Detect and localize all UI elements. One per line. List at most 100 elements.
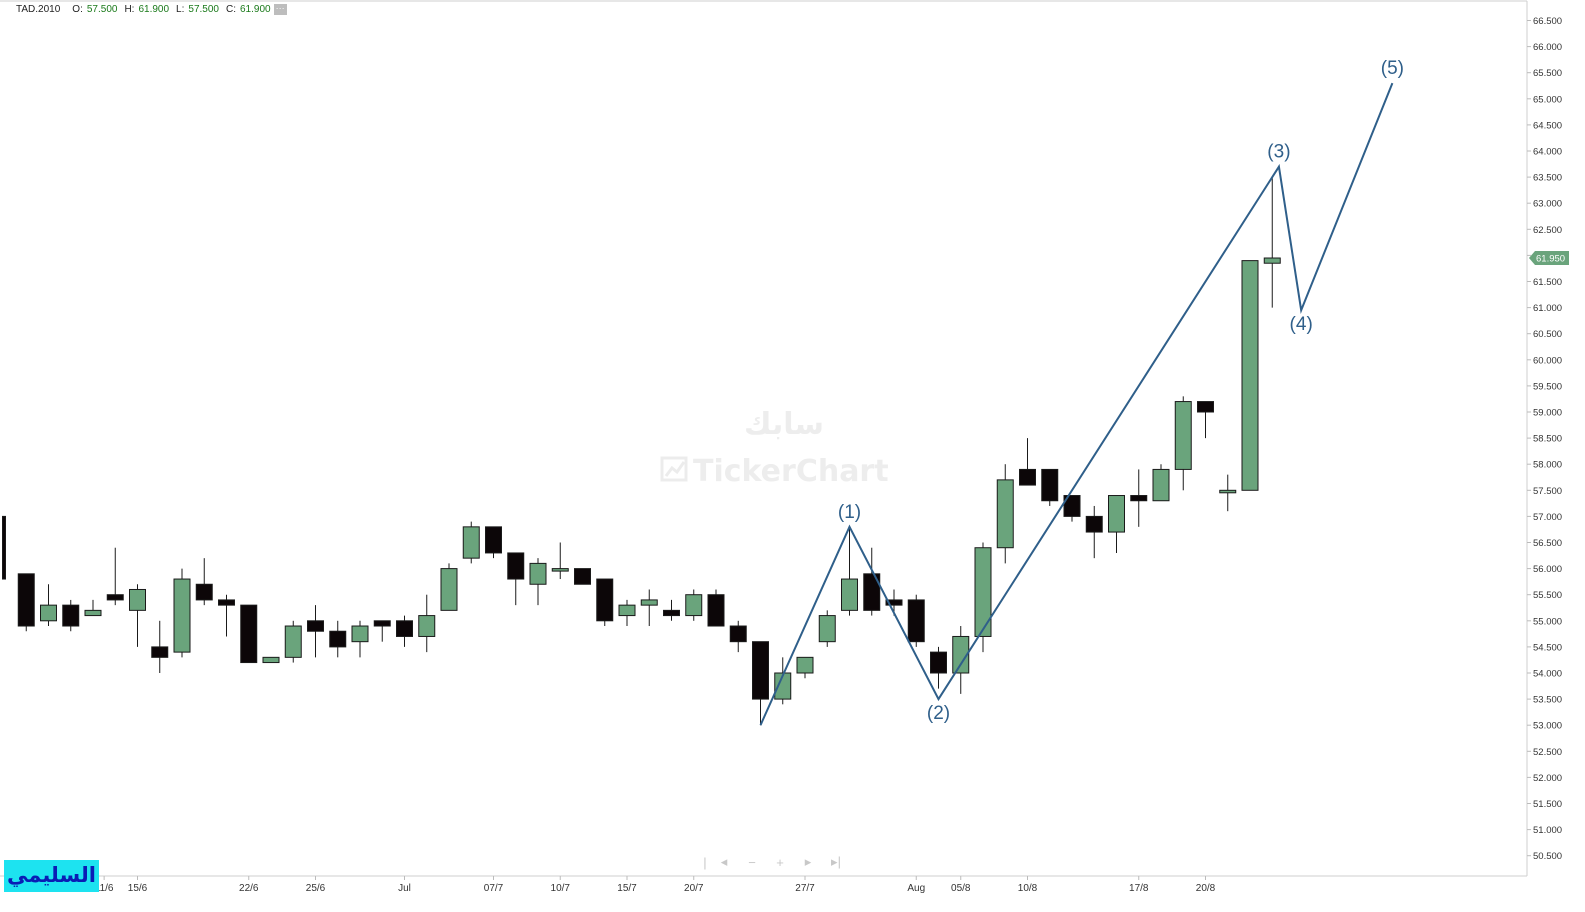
candle-body	[863, 573, 881, 611]
candle	[841, 526, 858, 616]
candle-body	[1085, 515, 1103, 533]
candle	[373, 620, 391, 642]
candle	[707, 589, 725, 627]
scroll-end-button[interactable]: ▸|	[831, 854, 841, 869]
watermark-arabic: سابك	[744, 407, 824, 442]
candle-body	[218, 599, 235, 606]
candle-body	[485, 526, 502, 554]
candle-body	[574, 568, 591, 585]
y-tick-label: 56.500	[1533, 538, 1562, 549]
candle-body	[685, 594, 703, 617]
scroll-start-button[interactable]: |	[703, 854, 707, 870]
ohlc-readout: TAD.2010 O: 57.500 H: 61.900 L: 57.500 C: 61…	[16, 4, 287, 15]
y-tick-label: 55.000	[1533, 616, 1562, 627]
wave-label: (3)	[1267, 142, 1290, 163]
x-tick-label: 20/8	[1196, 883, 1216, 894]
y-tick-label: 59.000	[1533, 408, 1562, 419]
candle-body	[640, 599, 658, 606]
chart-navigation: | ◂ − + ▸ ▸|	[700, 853, 850, 871]
y-tick-label: 61.500	[1533, 277, 1562, 288]
high-label: H:	[124, 4, 135, 15]
candle	[62, 599, 80, 632]
candle-body	[885, 599, 903, 606]
candle	[40, 584, 57, 627]
candle	[640, 589, 658, 627]
y-tick-label: 59.500	[1533, 381, 1562, 392]
candle	[974, 542, 992, 653]
candle	[440, 563, 458, 611]
y-tick-label: 54.500	[1533, 642, 1562, 653]
y-tick-label: 60.500	[1533, 329, 1562, 340]
x-tick-label: 10/7	[551, 883, 571, 894]
candle	[2, 515, 6, 580]
candle-body	[618, 604, 636, 617]
candle-body	[307, 620, 324, 632]
candle-body	[1174, 401, 1192, 470]
more-button[interactable]: ···	[273, 3, 287, 15]
candle	[396, 615, 413, 647]
candle	[284, 620, 302, 663]
candle	[818, 610, 836, 647]
candle-body	[507, 552, 525, 580]
zoom-out-button[interactable]: −	[748, 854, 756, 870]
x-tick-label: 15/7	[617, 883, 637, 894]
candle-body	[1063, 495, 1081, 517]
candle-body	[418, 615, 436, 637]
x-tick-label: 27/7	[795, 883, 815, 894]
x-tick-label: 15/6	[128, 883, 148, 894]
low-value: 57.500	[188, 4, 219, 15]
candle-body	[752, 641, 769, 700]
y-tick-label: 60.000	[1533, 355, 1562, 366]
scroll-left-button[interactable]: ◂	[720, 854, 728, 869]
candle-body	[1019, 468, 1036, 486]
last-price-tag	[1529, 251, 1569, 266]
candle-body	[551, 568, 569, 572]
candle	[218, 594, 235, 637]
candle-body	[284, 625, 302, 658]
scroll-right-button[interactable]: ▸	[804, 854, 812, 869]
x-tick-label: Aug	[907, 883, 925, 894]
candle-body	[774, 672, 792, 700]
y-tick-label: 52.500	[1533, 747, 1562, 758]
y-tick-label: 58.500	[1533, 434, 1562, 445]
y-tick-label: 53.500	[1533, 695, 1562, 706]
candle-body	[351, 625, 369, 643]
y-tick-label: 63.500	[1533, 173, 1562, 184]
x-tick-label: 11/6	[95, 883, 114, 894]
candle-body	[240, 604, 258, 664]
y-tick-label: 57.500	[1533, 486, 1562, 497]
y-tick-label: 53.000	[1533, 721, 1562, 732]
y-tick-label: 65.000	[1533, 94, 1562, 105]
candle	[1130, 469, 1148, 527]
zoom-in-button[interactable]: +	[776, 854, 784, 870]
candle-body	[1130, 495, 1148, 502]
candle	[574, 568, 591, 585]
y-tick-label: 63.000	[1533, 199, 1562, 210]
candle	[907, 594, 925, 647]
candle-body	[40, 604, 57, 622]
candle-body	[195, 583, 213, 601]
y-tick-label: 54.000	[1533, 669, 1562, 680]
candle	[863, 547, 881, 616]
y-tick-label: 51.000	[1533, 825, 1562, 836]
x-tick-label: 22/6	[239, 883, 259, 894]
y-tick-label: 51.500	[1533, 799, 1562, 810]
candle-body	[17, 573, 35, 627]
open-label: O:	[72, 4, 83, 15]
candle	[1197, 401, 1214, 439]
candle-body	[707, 594, 725, 627]
candle-body	[1041, 468, 1059, 502]
candle-body	[1219, 489, 1237, 494]
candle-body	[729, 625, 747, 643]
last-price-label: 61.950	[1536, 254, 1565, 265]
wave-label: (5)	[1381, 58, 1404, 79]
candle	[151, 620, 169, 673]
candle	[685, 589, 703, 621]
y-tick-label: 56.000	[1533, 564, 1562, 575]
candle-body	[1197, 401, 1214, 413]
x-tick-label: 10/8	[1018, 883, 1038, 894]
candle	[1174, 396, 1192, 491]
y-tick-label: 50.500	[1533, 851, 1562, 862]
